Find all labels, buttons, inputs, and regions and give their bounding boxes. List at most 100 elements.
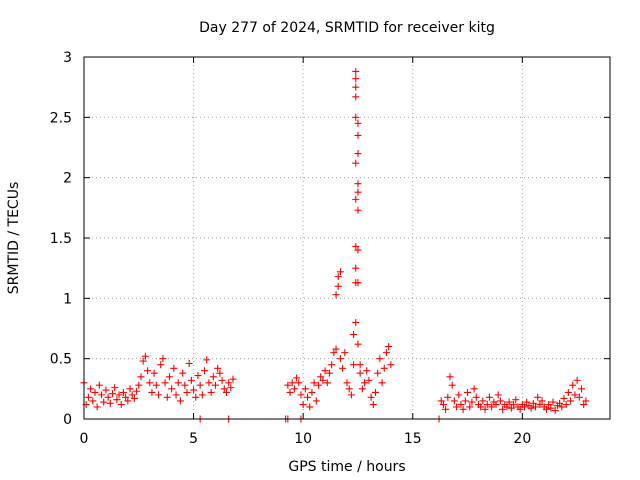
data-point (286, 388, 294, 396)
x-tick-label: 20 (513, 431, 531, 447)
data-point (385, 343, 393, 351)
data-point (172, 391, 180, 399)
data-point (461, 397, 469, 405)
data-point (113, 396, 121, 404)
data-point (496, 397, 504, 405)
y-tick-label: 1 (63, 291, 72, 307)
y-tick-label: 0 (63, 412, 72, 428)
data-point (464, 388, 472, 396)
data-point (472, 393, 480, 401)
data-point (352, 113, 360, 121)
data-point (84, 393, 92, 401)
data-point (165, 373, 173, 381)
data-point (117, 401, 125, 409)
y-tick-label: 0.5 (50, 352, 72, 368)
data-point (122, 393, 130, 401)
data-point (336, 268, 344, 276)
data-point (163, 393, 171, 401)
data-point (220, 385, 228, 393)
y-tick-label: 2 (63, 171, 72, 187)
data-point (453, 403, 461, 411)
data-point (481, 405, 489, 413)
data-point (104, 393, 112, 401)
data-point (150, 369, 158, 377)
data-point (345, 385, 353, 393)
data-point (319, 376, 327, 384)
data-point (510, 401, 518, 409)
data-point (218, 376, 226, 384)
data-point (352, 318, 360, 326)
data-point (545, 401, 553, 409)
data-point (382, 349, 390, 357)
data-point (141, 352, 149, 360)
data-point (505, 398, 513, 406)
data-point (352, 93, 360, 101)
x-tick-label: 0 (80, 431, 89, 447)
grid-lines (84, 57, 610, 419)
axis-ticks: 0 5 10 15 20 0 0.5 1 1.5 2 2.5 3 (50, 50, 610, 447)
data-point (216, 369, 224, 377)
data-point (227, 384, 235, 392)
data-point (159, 355, 167, 363)
data-point (174, 379, 182, 387)
data-point (192, 393, 200, 401)
data-point (124, 397, 132, 405)
data-point (293, 374, 301, 382)
data-point (310, 379, 318, 387)
data-point (214, 364, 222, 372)
data-point (137, 373, 145, 381)
data-point (321, 367, 329, 375)
data-point (488, 403, 496, 411)
data-point (523, 398, 531, 406)
data-point (126, 385, 134, 393)
data-point (325, 369, 333, 377)
data-point (209, 373, 217, 381)
x-tick-label: 5 (189, 431, 198, 447)
x-tick-label: 10 (294, 431, 312, 447)
data-point (361, 379, 369, 387)
data-point (194, 372, 202, 380)
data-point (284, 381, 292, 389)
data-point (301, 385, 309, 393)
data-point (350, 361, 358, 369)
data-point (181, 381, 189, 389)
data-point (352, 159, 360, 167)
data-point (442, 405, 450, 413)
data-points (80, 67, 590, 423)
data-point (503, 403, 511, 411)
data-point (170, 364, 178, 372)
data-point (119, 388, 127, 396)
data-point (108, 390, 116, 398)
data-point (485, 393, 493, 401)
data-point (367, 393, 375, 401)
data-point (470, 385, 478, 393)
data-point (93, 403, 101, 411)
x-tick-label: 15 (404, 431, 422, 447)
data-point (89, 397, 97, 405)
data-point (297, 391, 305, 399)
data-point (512, 396, 520, 404)
data-point (521, 403, 529, 411)
data-point (106, 399, 114, 407)
data-point (569, 381, 577, 389)
data-point (308, 388, 316, 396)
data-point (529, 399, 537, 407)
data-point (466, 403, 474, 411)
data-point (558, 403, 566, 411)
chart-title: Day 277 of 2024, SRMTID for receiver kit… (199, 20, 495, 36)
data-point (352, 195, 360, 203)
data-point (135, 381, 143, 389)
data-point (352, 83, 360, 91)
data-point (161, 379, 169, 387)
data-point (330, 349, 338, 357)
data-point (87, 385, 95, 393)
data-point (352, 75, 360, 83)
data-point (369, 401, 377, 409)
data-point (365, 376, 373, 384)
data-point (343, 379, 351, 387)
data-point (538, 397, 546, 405)
data-point (185, 359, 193, 367)
data-point (556, 399, 564, 407)
data-point (212, 381, 219, 389)
data-point (468, 398, 476, 406)
